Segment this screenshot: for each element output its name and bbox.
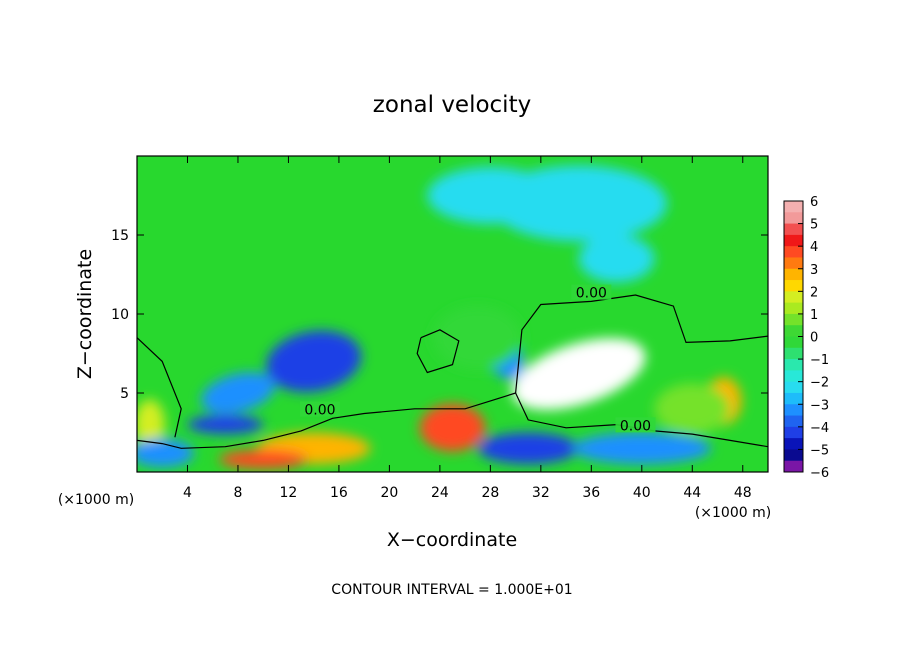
colorbar-band: [784, 223, 803, 236]
contour-labels: 0.00 0.00 0.00: [299, 284, 656, 434]
colorbar-band: [784, 257, 803, 270]
y-tick-label: 15: [111, 228, 129, 244]
heatmap-blob: [433, 306, 522, 370]
contour-label-bg: [571, 284, 612, 300]
x-tick-label: 32: [532, 485, 550, 501]
heatmap-blob: [201, 372, 275, 414]
heatmap-field: [137, 165, 742, 469]
heatmap-blob: [572, 432, 712, 465]
x-tick-label: 12: [280, 485, 298, 501]
heatmap-blob: [578, 235, 655, 283]
x-tick-label: 40: [633, 485, 651, 501]
colorbar-band: [784, 347, 803, 360]
colorbar-band: [784, 426, 803, 439]
heatmap-blob: [654, 383, 731, 435]
colorbar-band: [784, 291, 803, 304]
colorbar-band: [784, 392, 803, 405]
contour-line: [416, 329, 460, 374]
colorbar-tick-label: −3: [810, 398, 829, 413]
colorbar-band: [784, 336, 803, 349]
x-axis-title: X−coordinate: [387, 529, 517, 551]
x-tick-label: 24: [431, 485, 449, 501]
x-tick-label: 28: [481, 485, 499, 501]
colorbar-band: [784, 404, 803, 417]
colorbar-tick-label: 4: [810, 240, 818, 255]
colorbar-band: [784, 280, 803, 292]
x-tick-label: 8: [233, 485, 242, 501]
contour-line: [515, 294, 768, 394]
colorbar-band: [784, 212, 803, 225]
contour-line: [137, 392, 516, 449]
colorbar-tick-label: −1: [810, 353, 829, 368]
colorbar-band: [784, 381, 803, 394]
heatmap-blob: [219, 449, 308, 469]
colorbar-band: [784, 302, 803, 315]
heatmap-blob-core: [555, 361, 603, 387]
heatmap-blob: [187, 415, 264, 435]
heatmap-blob: [137, 438, 194, 468]
x-unit-left: (×1000 m): [58, 492, 134, 508]
contour-interval-note: CONTOUR INTERVAL = 1.000E+01: [331, 582, 572, 598]
colorbar-band: [784, 449, 803, 462]
colorbar-band: [784, 460, 803, 473]
colorbar-band: [784, 370, 803, 383]
x-unit-right: (×1000 m): [695, 505, 771, 521]
colorbar-tick-label: 2: [810, 285, 818, 300]
contour-label: 0.00: [620, 418, 651, 434]
colorbar-tick-label: 1: [810, 308, 818, 323]
colorbar-tick-label: 6: [810, 195, 818, 210]
x-tick-label: 16: [330, 485, 348, 501]
colorbar-band: [784, 359, 803, 371]
colorbar-band: [784, 234, 803, 247]
plot-area: [137, 156, 768, 472]
x-tick-label: 20: [380, 485, 398, 501]
x-ticks: 4 8 12 16 20 24 28 32 36 40 44 48: [183, 156, 752, 501]
chart-title: zonal velocity: [373, 92, 531, 118]
colorbar-tick-label: −2: [810, 376, 829, 391]
y-tick-label: 10: [111, 307, 129, 323]
y-axis-title: Z−coordinate: [74, 249, 96, 379]
heatmap-blob: [137, 399, 165, 450]
colorbar-tick-label: 5: [810, 218, 818, 233]
colorbar-band: [784, 325, 803, 337]
colorbar-tick-label: −6: [810, 466, 829, 481]
colorbar-band: [784, 268, 803, 281]
colorbar-band: [784, 415, 803, 428]
colorbar-tick-label: 3: [810, 263, 818, 278]
heatmap-blob: [419, 404, 486, 452]
heatmap-blob: [266, 330, 362, 393]
contour-label: 0.00: [304, 403, 335, 419]
colorbar-band: [784, 246, 803, 258]
colorbar: 6 5 4 3 2 1 0 −1 −2 −3 −4 −5 −6: [783, 195, 829, 481]
colorbar-tick-label: −5: [810, 443, 829, 458]
x-tick-label: 4: [183, 485, 192, 501]
x-tick-label: 44: [683, 485, 701, 501]
colorbar-band: [784, 313, 803, 326]
colorbar-band: [784, 201, 803, 213]
contour-label-bg: [615, 417, 656, 433]
colorbar-tick-label: 0: [810, 331, 818, 346]
x-tick-label: 36: [582, 485, 600, 501]
x-tick-label: 48: [734, 485, 752, 501]
contour-line: [137, 337, 182, 438]
heatmap-blob: [477, 432, 579, 465]
y-tick-label: 5: [120, 386, 129, 402]
contour-label-bg: [299, 401, 340, 417]
colorbar-band: [784, 438, 803, 450]
heatmap-blob: [427, 167, 554, 224]
y-ticks: 5 10 15: [111, 228, 768, 402]
contour-label: 0.00: [576, 286, 607, 302]
colorbar-tick-label: −4: [810, 421, 829, 436]
